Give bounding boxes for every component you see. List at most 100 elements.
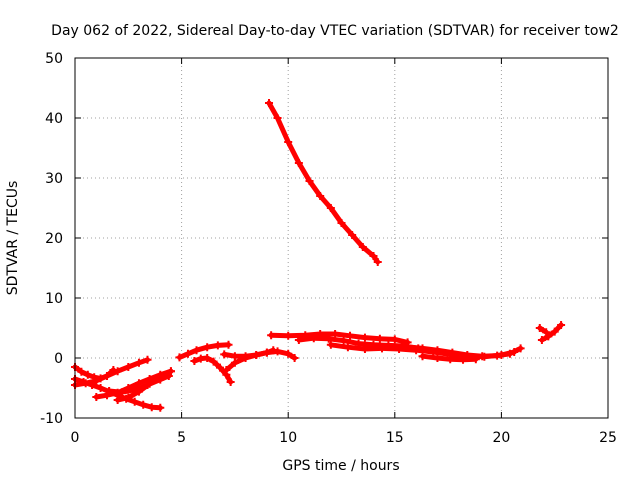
y-axis-label: SDTVAR / TECUs: [5, 181, 21, 296]
data-point: [147, 403, 156, 412]
data-point: [378, 344, 387, 353]
data-point: [134, 358, 143, 367]
data-point: [124, 393, 133, 402]
data-point: [537, 336, 546, 344]
data-point: [192, 346, 201, 355]
data-point: [143, 355, 152, 364]
series-track-p: [535, 324, 551, 337]
data-point: [418, 344, 427, 353]
data-point: [134, 387, 143, 396]
data-point: [77, 367, 86, 376]
data-point: [284, 331, 293, 340]
data-point: [471, 355, 480, 364]
data-point: [360, 333, 369, 342]
data-point: [360, 345, 369, 353]
data-point: [358, 243, 367, 251]
series-track-o: [418, 352, 480, 364]
data-point: [102, 372, 111, 380]
data-point: [241, 354, 250, 362]
data-point: [448, 348, 457, 357]
series-line: [539, 322, 564, 343]
series-line: [266, 100, 381, 265]
data-point: [557, 321, 566, 329]
data-point: [505, 349, 514, 358]
x-tick-label: 25: [599, 430, 617, 446]
data-point: [183, 349, 192, 358]
data-point: [418, 352, 427, 361]
data-point: [156, 372, 165, 380]
y-tick-label: 50: [45, 51, 63, 67]
data-point: [290, 354, 299, 362]
data-point: [433, 346, 442, 355]
data-point: [316, 192, 325, 200]
data-point: [220, 350, 229, 359]
data-point: [230, 358, 239, 367]
series-high-arc: [265, 99, 382, 266]
data-point: [92, 393, 101, 401]
data-point: [337, 219, 346, 227]
axis-ticks: 0 5 10 15 20 25 -10 0 10 20 30 40 50: [40, 51, 617, 446]
data-point: [215, 363, 224, 372]
data-point: [324, 334, 333, 343]
data-point: [262, 348, 271, 357]
data-point: [343, 343, 352, 352]
data-point: [395, 345, 404, 353]
series-line: [268, 331, 411, 345]
data-point: [166, 367, 175, 376]
y-tick-label: 20: [45, 231, 63, 247]
x-tick-label: 15: [386, 430, 404, 446]
data-point: [305, 177, 314, 185]
data-point: [102, 391, 111, 400]
data-point: [156, 403, 165, 412]
data-point: [294, 159, 303, 167]
data-point: [175, 353, 184, 362]
series-track-n: [401, 342, 525, 361]
x-tick-label: 20: [492, 430, 510, 446]
data-point: [117, 388, 126, 397]
data-point: [252, 351, 261, 359]
series-track-h: [190, 354, 235, 386]
x-tick-label: 10: [279, 430, 297, 446]
x-tick-label: 5: [177, 430, 186, 446]
plot-frame: [74, 57, 609, 419]
data-point: [331, 330, 340, 338]
data-point: [544, 332, 553, 341]
data-point: [550, 327, 559, 336]
series-track-g: [175, 340, 233, 362]
data-point: [105, 387, 114, 395]
data-point: [267, 331, 276, 340]
y-tick-label: 0: [54, 351, 63, 367]
data-point: [373, 258, 382, 266]
data-point: [284, 349, 293, 358]
series-track-j: [222, 347, 299, 374]
data-point: [459, 355, 468, 364]
y-tick-label: 40: [45, 111, 63, 127]
data-point: [401, 342, 410, 351]
y-tick-label: 30: [45, 171, 63, 187]
data-point: [339, 336, 348, 345]
data-point: [375, 334, 384, 343]
data-point: [226, 378, 235, 386]
data-point: [190, 357, 199, 365]
x-axis-label: GPS time / hours: [282, 458, 399, 474]
data-point: [294, 336, 303, 344]
data-points: [71, 99, 566, 412]
data-point: [113, 367, 122, 376]
grid: [75, 58, 608, 418]
series-track-k: [267, 330, 412, 347]
data-point: [83, 370, 92, 379]
data-point: [326, 340, 335, 349]
data-point: [433, 354, 442, 362]
data-point: [265, 99, 274, 107]
data-point: [139, 400, 148, 409]
data-point: [222, 366, 231, 374]
data-point: [493, 351, 502, 360]
data-point: [113, 396, 122, 404]
data-point: [213, 341, 222, 350]
chart-title: Day 062 of 2022, Sidereal Day-to-day VTE…: [51, 23, 619, 39]
data-point: [92, 376, 101, 385]
series-track-q: [537, 321, 566, 344]
data-point: [273, 114, 282, 122]
data-point: [369, 252, 378, 260]
